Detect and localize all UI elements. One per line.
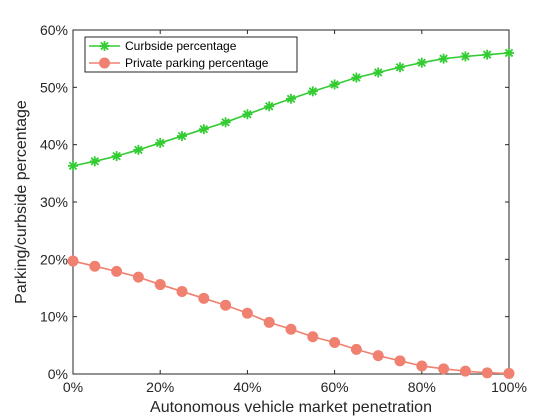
legend: Curbside percentage Private parking perce…: [84, 36, 298, 73]
x-tick-label: 80%: [408, 379, 436, 395]
y-tick-label: 10%: [40, 309, 68, 325]
legend-label: Private parking percentage: [125, 56, 269, 70]
data-point: [416, 360, 428, 372]
data-point: [503, 367, 515, 379]
legend-item: Private parking percentage: [89, 56, 269, 70]
legend-marker: [99, 41, 110, 51]
x-tick-label: 100%: [491, 379, 527, 395]
data-point: [89, 260, 101, 272]
x-axis-title: Autonomous vehicle market penetration: [150, 399, 432, 416]
data-point: [416, 57, 427, 68]
legend-label: Curbside percentage: [125, 39, 237, 53]
data-point: [307, 86, 318, 97]
data-point: [481, 367, 493, 379]
data-point: [242, 109, 253, 120]
y-tick-label: 60%: [40, 22, 68, 38]
data-point: [438, 363, 450, 375]
data-point: [155, 137, 166, 148]
data-point: [89, 156, 100, 167]
data-point: [133, 144, 144, 155]
y-axis-title: Parking/curbside percentage: [13, 100, 30, 304]
data-point: [329, 336, 341, 348]
data-point: [373, 67, 384, 78]
data-point: [111, 265, 123, 277]
legend-marker: [99, 57, 110, 69]
y-tick-label: 30%: [40, 194, 68, 210]
data-point: [241, 307, 253, 319]
data-point: [350, 343, 362, 355]
data-point: [132, 271, 144, 283]
data-point: [482, 49, 493, 60]
y-tick-label: 50%: [40, 79, 68, 95]
series-layer: [67, 47, 515, 379]
data-point: [154, 279, 166, 291]
plot-area: [72, 29, 510, 375]
data-point: [286, 93, 296, 104]
data-point: [307, 331, 319, 343]
data-point: [177, 131, 187, 142]
data-point: [111, 151, 122, 162]
data-point: [263, 316, 275, 328]
data-point: [198, 292, 210, 304]
data-point: [220, 299, 232, 311]
data-point: [220, 117, 231, 128]
series-0: [68, 47, 514, 171]
x-tick-label: 0%: [63, 379, 83, 395]
data-point: [351, 72, 362, 83]
data-point: [285, 323, 297, 335]
data-point: [176, 285, 188, 297]
data-point: [329, 79, 340, 90]
legend-item: Curbside percentage: [89, 39, 237, 53]
data-point: [438, 53, 449, 64]
data-point: [504, 47, 514, 58]
data-point: [68, 160, 78, 171]
y-tick-label: 0%: [48, 366, 68, 382]
data-point: [394, 355, 406, 367]
y-tick-label: 20%: [40, 251, 68, 267]
data-point: [460, 51, 471, 62]
legend-box: [84, 36, 298, 73]
data-point: [459, 365, 471, 377]
x-tick-label: 60%: [321, 379, 349, 395]
data-point: [395, 62, 405, 73]
series-1: [67, 255, 515, 379]
x-axis: 0% 20% 40% 60% 80% 100%: [63, 30, 527, 395]
data-point: [372, 350, 384, 362]
x-tick-label: 20%: [146, 379, 174, 395]
x-tick-label: 40%: [233, 379, 261, 395]
data-point: [264, 101, 275, 112]
y-tick-label: 40%: [40, 137, 68, 153]
data-point: [67, 255, 79, 267]
y-axis: 0% 10% 20% 30% 40% 50% 60%: [40, 22, 509, 382]
data-point: [198, 124, 209, 135]
